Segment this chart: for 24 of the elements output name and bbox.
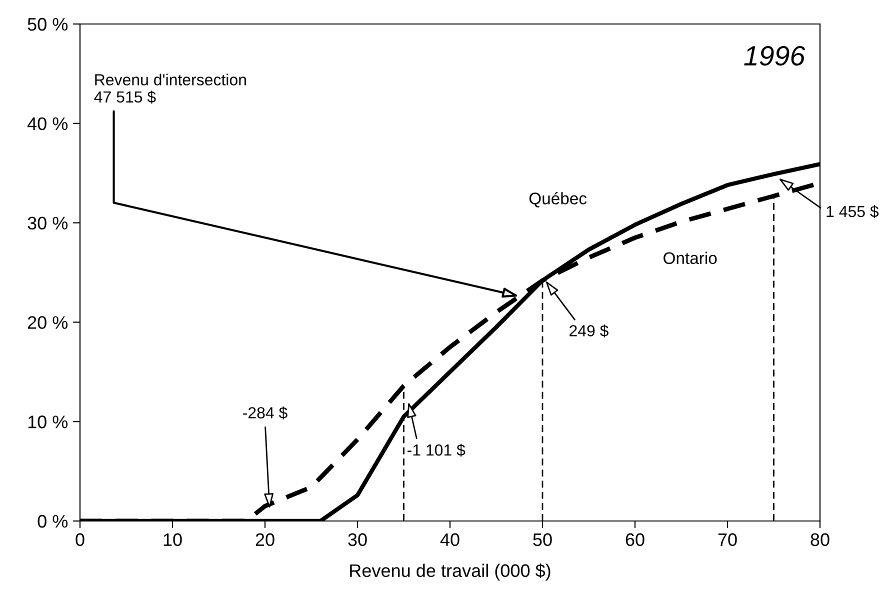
x-tick-label: 20 xyxy=(256,533,274,546)
y-tick-label: 0 % xyxy=(38,514,68,528)
annotation: -284 $ xyxy=(243,406,288,420)
x-tick-label: 10 xyxy=(164,533,182,546)
x-tick-label: 70 xyxy=(718,533,737,546)
annotation: -1 101 $ xyxy=(408,444,466,457)
y-tick-label: 50 % xyxy=(28,18,68,31)
text: 1996 xyxy=(744,46,806,66)
x-tick-label: 80 xyxy=(810,533,830,546)
x-tick-label: 50 xyxy=(533,533,552,546)
annotation: Revenu d'intersection 47 515 $ xyxy=(94,74,246,104)
x-tick-label: 40 xyxy=(440,533,460,546)
y-tick-label: 40 % xyxy=(27,117,68,130)
x-tick-label: 30 xyxy=(348,533,367,546)
series-label: Ontario xyxy=(664,252,717,264)
y-tick-label: 20 % xyxy=(28,316,68,329)
annotation: 249 $ xyxy=(570,324,608,338)
y-tick-label: 10 % xyxy=(28,416,68,428)
text: Québec xyxy=(529,192,587,208)
x-axis-title: Revenu de travail (000 $) xyxy=(350,564,550,581)
x-tick-label: 60 xyxy=(626,533,644,546)
y-tick-label: 30 % xyxy=(28,216,68,230)
annotation: 1 455 $ xyxy=(826,205,879,218)
x-tick-label: 0 xyxy=(76,533,84,546)
